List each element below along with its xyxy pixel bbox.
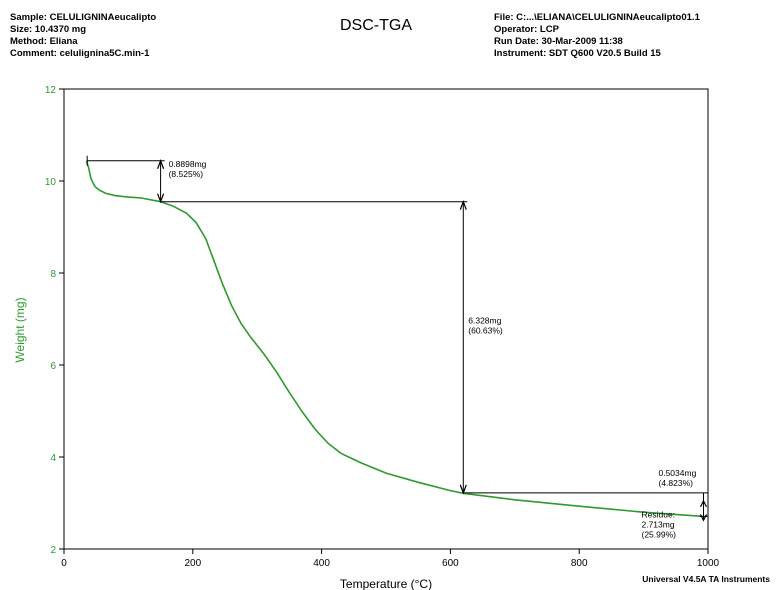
annotation-line: (4.823%) — [658, 478, 693, 488]
annotation-text: Residue: 2.713mg (25.99%) — [641, 509, 676, 539]
x-tick-label: 0 — [61, 558, 67, 569]
method-line: Method: Eliana — [10, 36, 78, 47]
x-tick-label: 600 — [442, 558, 459, 569]
x-axis: 0 200 400 600 800 1000 — [61, 549, 720, 569]
y-tick-label: 10 — [45, 177, 57, 188]
annotation-text: 0.5034mg (4.823%) — [658, 468, 696, 488]
annotation-line: 0.8898mg — [169, 159, 207, 169]
y-tick-label: 12 — [45, 85, 57, 96]
x-tick-label: 200 — [184, 558, 201, 569]
run-date-line: Run Date: 30-Mar-2009 11:38 — [494, 36, 623, 47]
y-tick-label: 6 — [50, 361, 56, 372]
software-credit: Universal V4.5A TA Instruments — [642, 574, 770, 584]
y-axis: 2 4 6 8 10 12 — [45, 85, 64, 556]
x-tick-label: 400 — [313, 558, 330, 569]
plot-frame — [63, 88, 709, 550]
x-axis-label: Temperature (°C) — [340, 577, 432, 590]
annotation-text: 0.8898mg (8.525%) — [169, 159, 207, 179]
step-annotations: 0.8898mg (8.525%)6.328mg (60.63%)0.5034mg(… — [86, 155, 708, 539]
comment-line: Comment: celulignina5C.min-1 — [10, 48, 150, 59]
y-tick-label: 2 — [50, 545, 56, 556]
sample-line: Sample: CELULIGNINAeucalipto — [10, 12, 157, 23]
sample-info: Sample: CELULIGNINAeucalipto Size: 10.43… — [10, 12, 156, 60]
arrow-head — [459, 199, 467, 210]
arrow-head — [157, 159, 165, 169]
annotation-text: 6.328mg (60.63%) — [468, 316, 503, 336]
y-tick-label: 4 — [50, 453, 56, 464]
x-tick-label: 800 — [571, 558, 588, 569]
operator-line: Operator: LCP — [494, 24, 559, 35]
annotation-line: (60.63%) — [468, 326, 503, 336]
size-line: Size: 10.4370 mg — [10, 24, 87, 35]
y-axis-label: Weight (mg) — [13, 297, 27, 362]
x-tick-label: 1000 — [697, 558, 720, 569]
instrument-line: Instrument: SDT Q600 V20.5 Build 15 — [494, 48, 661, 59]
annotation-line: 2.713mg — [641, 519, 674, 529]
weight-curve — [85, 160, 702, 518]
annotation-line: (25.99%) — [641, 529, 676, 539]
annotation-line: 0.5034mg — [658, 468, 696, 478]
annotation-line: 6.328mg — [468, 316, 501, 326]
file-line: File: C:...\ELIANA\CELULIGNINAeucalipto0… — [494, 12, 700, 23]
annotation-line: Residue: — [641, 509, 675, 519]
run-info: File: C:...\ELIANA\CELULIGNINAeucalipto0… — [494, 12, 700, 60]
chart-title: DSC-TGA — [340, 17, 412, 34]
y-tick-label: 8 — [50, 269, 56, 280]
annotation-line: (8.525%) — [169, 169, 204, 179]
